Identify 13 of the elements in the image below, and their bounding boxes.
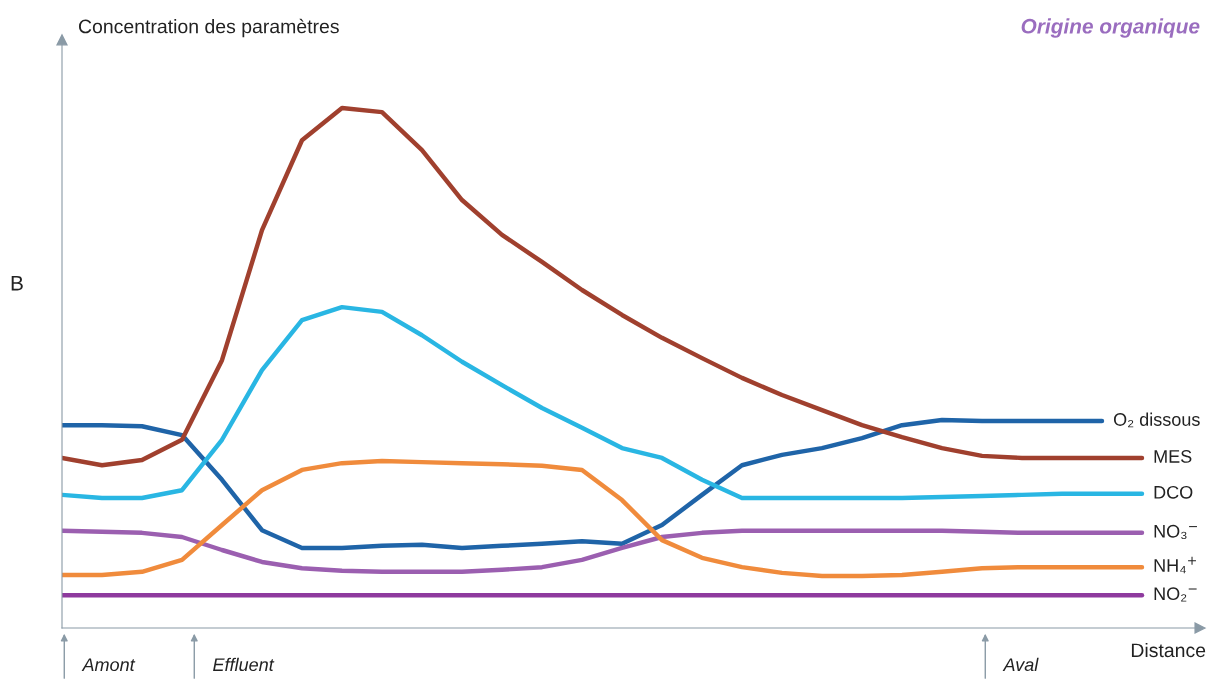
chart-title: Origine organique bbox=[1021, 18, 1200, 38]
series-label: O₂ dissous bbox=[1113, 412, 1200, 428]
text: B bbox=[11, 276, 23, 291]
series-label: NO₂$^{−}$ bbox=[1154, 587, 1197, 602]
series-label: DCO bbox=[1154, 485, 1193, 499]
text: Amont bbox=[81, 658, 136, 672]
y-axis-title: Concentration des paramètres bbox=[78, 18, 339, 38]
text: Effluent bbox=[213, 657, 275, 672]
text: Aval bbox=[1002, 657, 1039, 672]
x-axis-title: Distance bbox=[1131, 642, 1206, 658]
series-label: NO₃$^{−}$ bbox=[1154, 524, 1197, 540]
series-label: NH₄$^{+}$ bbox=[1154, 556, 1196, 574]
series-label: MES bbox=[1154, 450, 1192, 463]
